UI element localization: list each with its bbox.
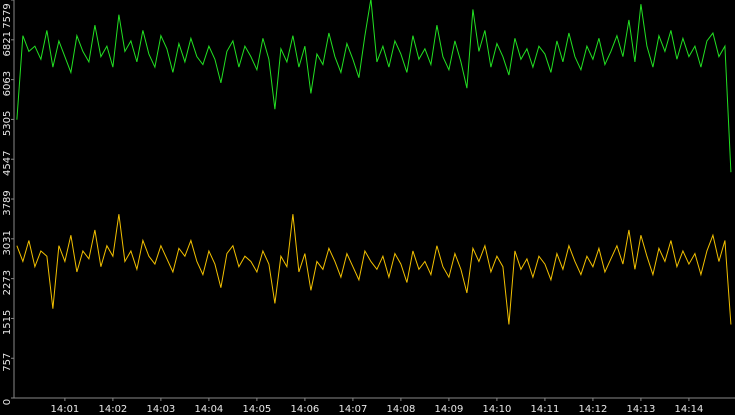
y-tick-label: 757 (2, 353, 13, 372)
y-tick-label: 0 (2, 399, 13, 405)
x-tick-label: 14:14 (675, 404, 704, 415)
x-tick-label: 14:13 (627, 404, 656, 415)
y-tick-label: 5305 (2, 111, 13, 136)
x-tick-label: 14:07 (338, 404, 367, 415)
y-tick-label: 2273 (2, 270, 13, 295)
x-tick-label: 14:08 (386, 404, 415, 415)
y-tick-label: 7579 (2, 3, 13, 28)
y-tick-label: 6063 (2, 71, 13, 96)
x-tick-label: 14:09 (434, 404, 463, 415)
x-tick-label: 14:06 (290, 404, 319, 415)
x-tick-label: 14:04 (194, 404, 223, 415)
x-tick-label: 14:01 (50, 404, 79, 415)
y-tick-label: 4547 (2, 150, 13, 175)
series-line (16, 214, 732, 325)
x-tick-label: 14:03 (146, 404, 175, 415)
y-tick-label: 3789 (2, 190, 13, 215)
x-tick-label: 14:10 (482, 404, 511, 415)
series-line (16, 0, 732, 173)
y-tick-label: 3031 (2, 230, 13, 255)
x-tick-label: 14:02 (98, 404, 127, 415)
y-tick-label: 6821 (2, 31, 13, 56)
x-tick-label: 14:05 (242, 404, 271, 415)
y-tick-label: 1515 (2, 310, 13, 335)
x-tick-label: 14:11 (530, 404, 559, 415)
x-tick-label: 14:12 (578, 404, 607, 415)
